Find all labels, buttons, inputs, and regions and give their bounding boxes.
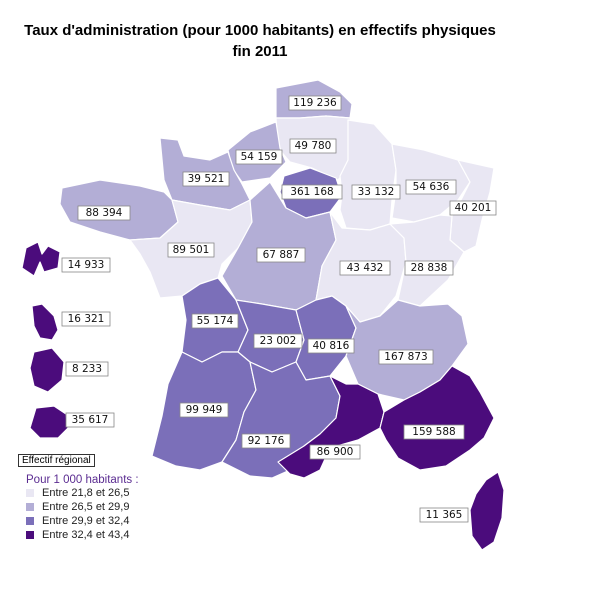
svg-text:49 780: 49 780	[295, 140, 332, 152]
label-midi-pyrenees: 92 176	[241, 433, 291, 449]
label-picardie: 49 780	[289, 138, 337, 154]
legend-swatch-4	[26, 531, 34, 540]
title-line-1: Taux d'administration (pour 1000 habitan…	[24, 22, 496, 39]
svg-text:361 168: 361 168	[290, 186, 333, 198]
svg-text:167 873: 167 873	[384, 351, 427, 363]
legend-swatch-1	[26, 489, 34, 498]
label-auvergne: 40 816	[307, 338, 355, 354]
legend-swatch-3	[26, 517, 34, 526]
label-paca: 159 588	[403, 424, 465, 440]
region-reunion[interactable]	[29, 405, 69, 439]
title-line-2: fin 2011	[232, 43, 288, 60]
label-franche-comte: 28 838	[404, 260, 454, 276]
legend-item-3: Entre 29,9 et 32,4	[26, 514, 139, 528]
label-guadeloupe: 14 933	[61, 257, 111, 273]
map-legend: Effectif régional Pour 1 000 habitants :…	[18, 450, 139, 542]
label-rhone-alpes: 167 873	[378, 349, 434, 365]
label-pays-de-la-loire: 89 501	[167, 242, 215, 258]
region-guyane[interactable]	[29, 347, 65, 393]
legend-swatch-2	[26, 503, 34, 512]
svg-text:43 432: 43 432	[347, 262, 384, 274]
svg-text:92 176: 92 176	[248, 435, 285, 447]
svg-text:8 233: 8 233	[72, 363, 102, 375]
svg-text:54 636: 54 636	[413, 181, 450, 193]
label-bourgogne: 43 432	[339, 260, 391, 276]
svg-text:16 321: 16 321	[68, 313, 105, 325]
svg-text:35 617: 35 617	[72, 414, 109, 426]
label-aquitaine: 99 949	[179, 402, 229, 418]
label-martinique: 16 321	[61, 311, 111, 327]
legend-item-2: Entre 26,5 et 29,9	[26, 500, 139, 514]
legend-label-4: Entre 32,4 et 43,4	[42, 529, 130, 541]
legend-label-2: Entre 26,5 et 29,9	[42, 501, 130, 513]
svg-text:39 521: 39 521	[188, 173, 225, 185]
svg-text:40 201: 40 201	[455, 202, 492, 214]
svg-text:119 236: 119 236	[293, 97, 337, 109]
svg-text:28 838: 28 838	[411, 262, 448, 274]
svg-text:67 887: 67 887	[263, 249, 300, 261]
label-reunion: 35 617	[65, 412, 115, 428]
label-bretagne: 88 394	[77, 205, 131, 221]
legend-label-3: Entre 29,9 et 32,4	[42, 515, 130, 527]
region-corse[interactable]	[469, 471, 505, 551]
label-corse: 11 365	[419, 507, 469, 523]
label-basse-normandie: 39 521	[182, 171, 230, 187]
label-ile-de-france: 361 168	[281, 184, 343, 200]
region-champagne-ardenne[interactable]	[339, 119, 397, 231]
svg-text:55 174: 55 174	[197, 315, 234, 327]
svg-text:159 588: 159 588	[412, 426, 455, 438]
svg-text:11 365: 11 365	[426, 509, 463, 521]
region-languedoc-roussillon[interactable]	[277, 375, 385, 479]
label-lorraine: 54 636	[405, 179, 457, 195]
label-alsace: 40 201	[449, 200, 497, 216]
legend-item-4: Entre 32,4 et 43,4	[26, 528, 139, 542]
legend-item-1: Entre 21,8 et 26,5	[26, 486, 139, 500]
label-haute-normandie: 54 159	[235, 149, 283, 165]
region-guadeloupe[interactable]	[21, 241, 61, 277]
region-paca[interactable]	[379, 365, 495, 471]
svg-text:33 132: 33 132	[358, 186, 395, 198]
legend-subtitle: Pour 1 000 habitants :	[26, 474, 139, 486]
label-languedoc-roussillon: 86 900	[309, 444, 361, 460]
legend-box-label: Effectif régional	[18, 454, 95, 467]
region-martinique[interactable]	[31, 303, 59, 341]
label-limousin: 23 002	[253, 333, 303, 349]
label-guyane: 8 233	[65, 361, 109, 377]
svg-text:89 501: 89 501	[173, 244, 210, 256]
svg-text:54 159: 54 159	[241, 151, 278, 163]
region-franche-comte[interactable]	[389, 214, 465, 307]
map-title: Taux d'administration (pour 1000 habitan…	[0, 20, 520, 62]
svg-text:86 900: 86 900	[317, 446, 354, 458]
svg-text:88 394: 88 394	[86, 207, 123, 219]
legend-label-1: Entre 21,8 et 26,5	[42, 487, 130, 499]
svg-text:14 933: 14 933	[68, 259, 105, 271]
label-champagne-ardenne: 33 132	[351, 184, 401, 200]
svg-text:99 949: 99 949	[186, 404, 223, 416]
label-centre: 67 887	[256, 247, 306, 263]
label-poitou-charentes: 55 174	[191, 313, 239, 329]
svg-text:40 816: 40 816	[313, 340, 350, 352]
svg-text:23 002: 23 002	[260, 335, 297, 347]
label-nord: 119 236	[288, 95, 342, 111]
